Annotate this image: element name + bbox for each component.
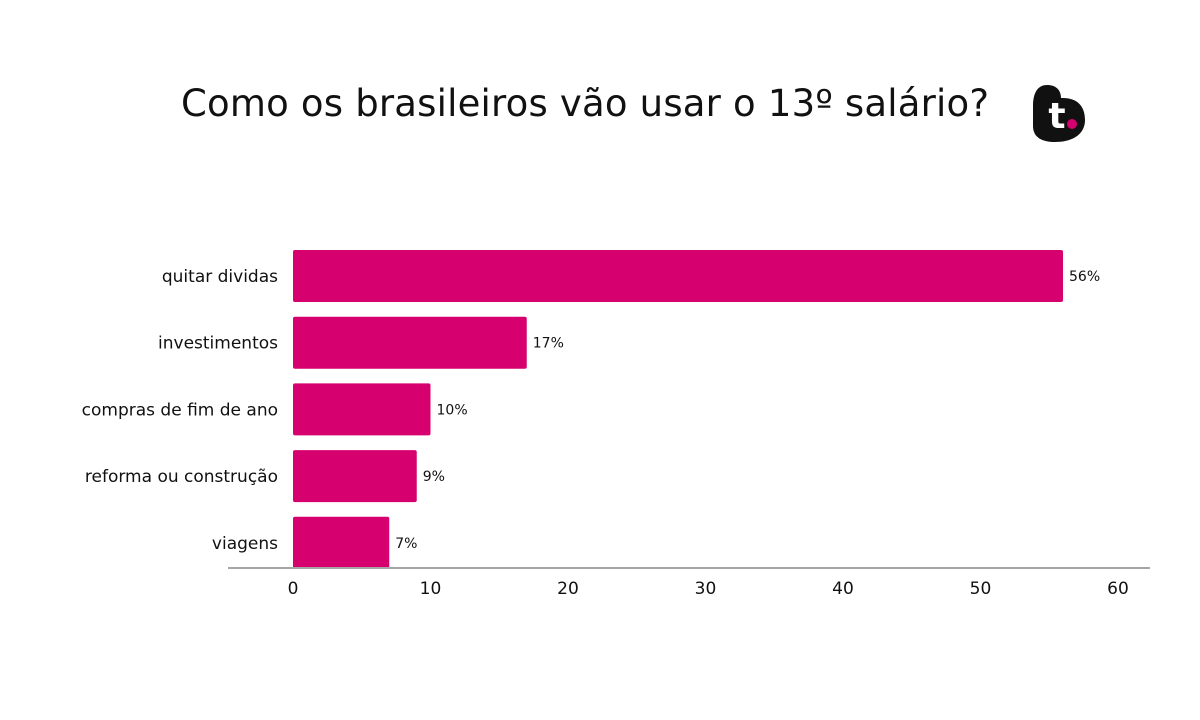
value-label-4: 7% [395,536,417,552]
x-tick-label-3: 30 [695,579,717,599]
x-tick-label-5: 50 [970,579,992,599]
category-label-0: quitar dividas [162,267,278,287]
category-label-2: compras de fim de ano [82,400,278,420]
bar-1 [293,316,527,369]
category-label-4: viagens [212,534,278,554]
category-label-1: investimentos [158,334,278,354]
category-labels: quitar dividas investimentos compras de fi… [82,267,278,554]
bar-2 [293,383,431,436]
bar-4 [293,516,390,569]
x-tick-label-6: 60 [1107,579,1129,599]
value-labels: 56% 17% 10% 9% 7% [395,269,1100,552]
category-label-3: reforma ou construção [85,467,278,487]
value-label-3: 9% [423,469,445,485]
x-tick-label-0: 0 [288,579,299,599]
bar-0 [293,250,1063,302]
value-label-2: 10% [437,402,468,418]
x-tick-label-1: 10 [420,579,442,599]
value-label-0: 56% [1069,269,1100,285]
x-tick-label-4: 40 [832,579,854,599]
x-tick-label-2: 20 [557,579,579,599]
chart-title: Como os brasileiros vão usar o 13º salár… [181,82,990,125]
logo-letter: t [1048,96,1065,137]
brand-logo: t [1033,85,1085,142]
x-tick-labels: 0 10 20 30 40 50 60 [288,579,1129,599]
logo-dot [1067,119,1077,129]
bars-group [293,250,1063,569]
value-label-1: 17% [533,336,564,352]
bar-3 [293,450,417,503]
